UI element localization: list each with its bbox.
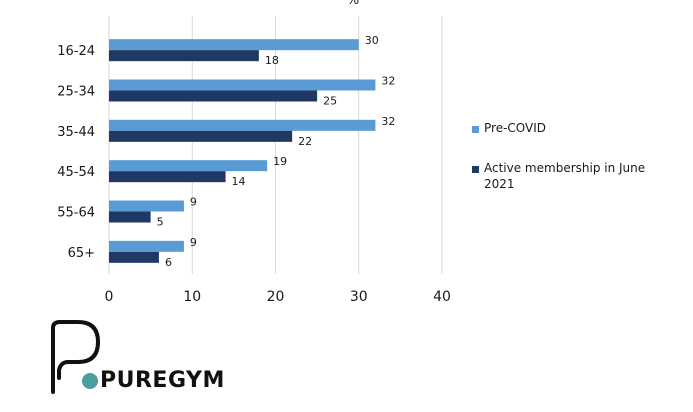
data-label: 9 — [190, 236, 197, 249]
data-label: 32 — [381, 115, 395, 128]
bar-active-membership — [109, 130, 293, 142]
x-tick-label: 40 — [433, 289, 451, 305]
x-tick-label: 20 — [267, 289, 285, 305]
bar-pre-covid — [109, 240, 184, 252]
data-label: 22 — [298, 135, 312, 148]
legend-swatch-active-membership — [472, 166, 479, 173]
legend-label-active-membership: Active membership in June 2021 — [484, 161, 646, 191]
legend-swatch-pre-covid — [472, 126, 479, 133]
puregym-logo-icon — [51, 320, 100, 394]
category-label: 65+ — [68, 246, 95, 261]
legend: Pre-COVID Active membership in June 2021 — [472, 120, 672, 192]
data-label: 6 — [165, 256, 172, 269]
bar-active-membership — [109, 90, 318, 102]
bar-pre-covid — [109, 160, 268, 172]
data-label: 30 — [365, 34, 379, 47]
bar-active-membership — [109, 50, 259, 62]
bar-pre-covid — [109, 39, 359, 51]
grid-lines — [108, 16, 443, 274]
unit-label: % — [347, 0, 359, 8]
data-label: 32 — [381, 75, 395, 88]
labels: 0 10 20 30 40 16-24 30 18 25-34 32 25 35-44 32 22 45-5… — [57, 34, 451, 305]
bar-pre-covid — [109, 79, 376, 91]
data-label: 5 — [157, 216, 164, 229]
x-tick-label: 30 — [350, 289, 368, 305]
bar-pre-covid — [109, 200, 184, 212]
legend-item-pre-covid: Pre-COVID — [472, 120, 672, 136]
category-label: 35-44 — [57, 125, 95, 140]
category-label: 45-54 — [57, 165, 95, 180]
category-label: 25-34 — [57, 85, 95, 100]
data-label: 19 — [273, 155, 287, 168]
data-label: 18 — [265, 54, 279, 67]
legend-label-pre-covid: Pre-COVID — [484, 121, 547, 135]
bars — [109, 39, 376, 263]
bar-active-membership — [109, 251, 159, 263]
category-label: 16-24 — [57, 44, 95, 59]
data-label: 25 — [323, 95, 337, 108]
category-label: 55-64 — [57, 206, 95, 221]
puregym-logo: PUREGYM — [46, 318, 226, 398]
data-label: 9 — [190, 196, 197, 209]
x-tick-label: 0 — [105, 289, 114, 305]
bar-pre-covid — [109, 119, 376, 131]
data-label: 14 — [232, 175, 246, 188]
brand-name: PUREGYM — [100, 368, 225, 393]
legend-item-active-membership: Active membership in June 2021 — [472, 160, 672, 192]
x-tick-label: 10 — [183, 289, 201, 305]
bar-active-membership — [109, 171, 226, 183]
bar-active-membership — [109, 211, 151, 223]
